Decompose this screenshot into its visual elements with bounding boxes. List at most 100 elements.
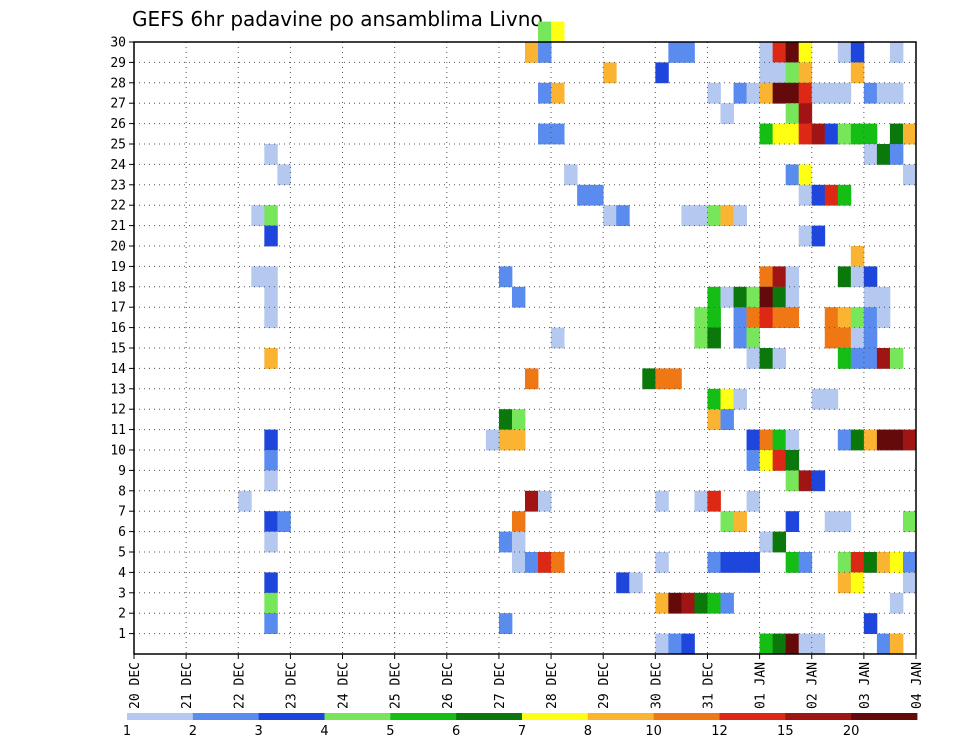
heatmap-cell (811, 470, 826, 492)
heatmap-cell (264, 531, 278, 553)
y-tick-label: 6 (118, 525, 126, 540)
heatmap-cell (811, 82, 826, 104)
heatmap-cell (642, 368, 656, 390)
heatmap-cell (264, 613, 278, 634)
x-tick-label: 24 DEC (337, 662, 352, 709)
heatmap-cell (837, 123, 852, 145)
heatmap-cell (746, 82, 760, 104)
colorbar-swatch (653, 713, 720, 720)
heatmap-cell (785, 286, 800, 308)
y-tick-label: 21 (110, 219, 126, 234)
colorbar-swatch (127, 713, 194, 720)
heatmap-cell (538, 552, 552, 573)
heatmap-cell (824, 511, 839, 532)
heatmap-cell (264, 286, 278, 308)
heatmap-cell (629, 572, 643, 594)
heatmap-cell (902, 123, 917, 145)
heatmap-cell (264, 307, 278, 328)
heatmap-cell (251, 266, 265, 288)
heatmap-cell (837, 42, 852, 63)
heatmap-cell (889, 592, 904, 614)
x-tick-label: 21 DEC (180, 662, 195, 709)
heatmap-cell (238, 490, 252, 512)
heatmap-cell (733, 388, 747, 410)
heatmap-cell (785, 552, 800, 573)
heatmap-cell (863, 123, 878, 145)
heatmap-cell (785, 266, 800, 288)
x-tick-label: 01 JAN (754, 662, 769, 709)
heatmap-cell (746, 429, 760, 451)
colorbar-swatch (192, 713, 260, 720)
heatmap-cell (876, 348, 891, 369)
heatmap-cell (837, 429, 852, 451)
heatmap-cell (720, 592, 734, 614)
heatmap-cell (538, 123, 552, 145)
heatmap-cell (772, 307, 787, 328)
heatmap-cell (707, 409, 721, 430)
heatmap-cell (759, 348, 774, 369)
heatmap-cell (616, 572, 630, 594)
y-tick-label: 24 (110, 158, 126, 173)
heatmap-cell (707, 490, 721, 512)
heatmap-cell (837, 82, 852, 104)
colorbar-swatch (324, 713, 391, 720)
heatmap-cell (863, 286, 878, 308)
heatmap-cell (707, 592, 721, 614)
heatmap-cell (772, 266, 787, 288)
heatmap-cell (798, 82, 813, 104)
heatmap-cell (511, 552, 526, 573)
heatmap-cell (707, 205, 721, 226)
heatmap-cell (655, 592, 669, 614)
heatmap-cell (811, 184, 826, 206)
heatmap-cell (551, 327, 565, 349)
heatmap-cell (850, 123, 865, 145)
colorbar-swatch (456, 713, 523, 720)
heatmap-cell (785, 307, 800, 328)
heatmap-cell (668, 592, 682, 614)
heatmap-cell (655, 552, 669, 573)
heatmap-cell (798, 164, 813, 186)
y-tick-label: 29 (110, 56, 126, 71)
heatmap-cell (746, 307, 760, 328)
y-axis: 1234567891011121314151617181920212223242… (110, 36, 134, 642)
heatmap-cell (707, 552, 721, 573)
heatmap-cell (889, 123, 904, 145)
y-tick-label: 15 (110, 342, 126, 357)
heatmap-cell (551, 21, 565, 43)
heatmap-cell (655, 368, 669, 390)
y-tick-label: 8 (118, 484, 126, 499)
x-tick-label: 27 DEC (493, 662, 508, 709)
heatmap-cells (238, 21, 917, 655)
heatmap-cell (824, 123, 839, 145)
heatmap-cell (863, 144, 878, 165)
colorbar-swatch (785, 713, 852, 720)
heatmap-cell (850, 327, 865, 349)
x-tick-label: 22 DEC (232, 662, 247, 709)
heatmap-cell (759, 123, 774, 145)
heatmap-cell (655, 490, 669, 512)
y-tick-label: 13 (110, 382, 126, 397)
heatmap-cell (655, 62, 669, 84)
heatmap-cell (785, 450, 800, 471)
heatmap-cell (850, 429, 865, 451)
heatmap-cell (538, 42, 552, 63)
chart-title: GEFS 6hr padavine po ansamblima Livno (132, 7, 543, 31)
heatmap-cell (720, 511, 734, 532)
heatmap-cell (264, 348, 278, 369)
heatmap-cell (889, 348, 904, 369)
x-axis: 20 DEC 21 DEC 22 DEC 23 DEC 24 DEC 25 DEC 26 D… (128, 654, 925, 709)
heatmap-cell (551, 123, 565, 145)
y-tick-label: 16 (110, 321, 126, 336)
heatmap-cell (759, 633, 774, 655)
colorbar: 1 2 3 4 5 6 7 8 10 12 15 20 (123, 713, 918, 739)
heatmap-cell (850, 42, 865, 63)
heatmap-cell (759, 62, 774, 84)
heatmap-cell (538, 21, 552, 43)
colorbar-label: 8 (584, 724, 592, 739)
heatmap-cell (837, 511, 852, 532)
heatmap-cell (694, 307, 708, 328)
heatmap-cell (616, 205, 630, 226)
x-tick-label: 31 DEC (701, 662, 716, 709)
heatmap-cell (837, 572, 852, 594)
heatmap-cell (759, 286, 774, 308)
